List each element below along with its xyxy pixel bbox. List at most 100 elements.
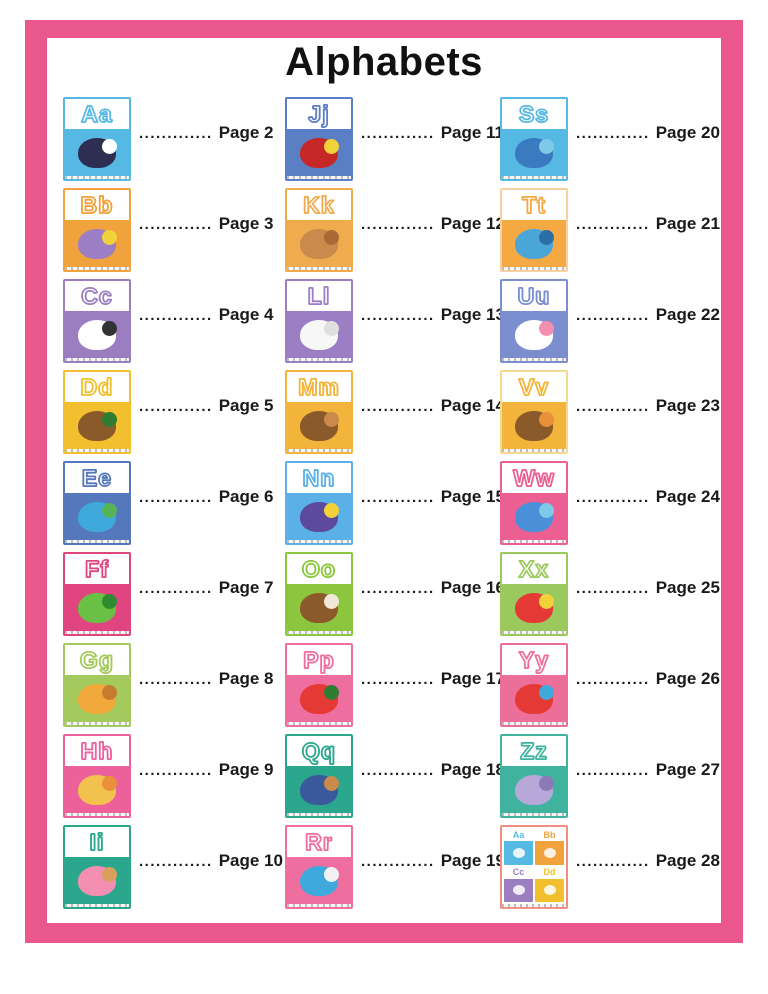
toc-entry: Mm............. Page 14	[285, 370, 505, 454]
page-number-label: Page 6	[218, 487, 274, 506]
dotted-leader: .............	[576, 125, 650, 142]
monkey-icon	[287, 402, 351, 449]
train-icon	[502, 220, 566, 267]
beach-ball-icon	[65, 220, 129, 267]
card-watermark-strip	[287, 904, 351, 907]
card-letters-label: Oo	[287, 554, 351, 584]
card-letters-label: Ss	[502, 99, 566, 129]
card-watermark-strip	[65, 904, 129, 907]
card-letters-label: Bb	[65, 190, 129, 220]
leader-line: ............. Page 19	[361, 851, 505, 871]
card-letters-label: Xx	[502, 554, 566, 584]
flashcard-Ff: Ff	[63, 552, 131, 636]
dotted-leader: .............	[139, 125, 213, 142]
toc-entry: Vv ............. Page 23	[500, 370, 720, 454]
card-watermark-strip	[287, 813, 351, 816]
leader-line: ............. Page 4	[139, 305, 274, 325]
rocket-accent-shape	[324, 867, 340, 883]
card-watermark-strip	[502, 358, 566, 361]
cover-mini-grid: Aa Bb Cc Dd	[502, 827, 566, 904]
leader-line: ............. Page 12	[361, 214, 505, 234]
toc-entry: Pp............. Page 17	[285, 643, 505, 727]
dotted-leader: .............	[139, 307, 213, 324]
ice-cream-accent-shape	[102, 867, 118, 883]
earth-accent-shape	[102, 503, 118, 519]
train-accent-shape	[539, 230, 555, 246]
toc-entry: Uu ............. Page 22	[500, 279, 720, 363]
card-watermark-strip	[502, 813, 566, 816]
leader-line: ............. Page 27	[576, 760, 720, 780]
flashcard-Aa: Aa	[63, 97, 131, 181]
table-of-contents: Aa............. Page 2 Bb............. Page…	[47, 97, 721, 921]
jam-jar-icon	[287, 129, 351, 176]
flashcard-Oo: Oo	[285, 552, 353, 636]
leader-line: ............. Page 3	[139, 214, 274, 234]
toc-entry: Ee............. Page 6	[63, 461, 275, 545]
page-number-label: Page 13	[440, 305, 505, 324]
zipper-accent-shape	[539, 776, 555, 792]
leader-line: ............. Page 9	[139, 760, 274, 780]
toc-entry: Nn............. Page 15	[285, 461, 505, 545]
whale-icon	[502, 493, 566, 540]
toc-entry: Ff............. Page 7	[63, 552, 275, 636]
astronaut-icon	[65, 129, 129, 176]
card-watermark-strip	[65, 631, 129, 634]
leader-line: ............. Page 22	[576, 305, 720, 325]
dotted-leader: .............	[576, 307, 650, 324]
earth-icon	[65, 493, 129, 540]
flashcard-Rr: Rr	[285, 825, 353, 909]
flashcard-Uu: Uu	[500, 279, 568, 363]
page-number-label: Page 21	[655, 214, 720, 233]
page-number-label: Page 25	[655, 578, 720, 597]
leader-line: ............. Page 8	[139, 669, 274, 689]
toc-entry: Qq............. Page 18	[285, 734, 505, 818]
toc-entry: Aa............. Page 2	[63, 97, 275, 181]
flashcard-Bb: Bb	[63, 188, 131, 272]
flashcard-Gg: Gg	[63, 643, 131, 727]
toc-entry: Bb ............. Page 3	[63, 188, 275, 272]
kangaroo-icon	[287, 220, 351, 267]
leader-line: ............. Page 23	[576, 396, 720, 416]
hat-icon	[65, 766, 129, 813]
lamb-icon	[287, 311, 351, 358]
frog-accent-shape	[102, 594, 118, 610]
toc-entry: Cc............. Page 4	[63, 279, 275, 363]
dotted-leader: .............	[361, 671, 435, 688]
flashcard-Ii: Ii	[63, 825, 131, 909]
mini-card-letters: Cc	[504, 866, 533, 879]
dotted-leader: .............	[139, 671, 213, 688]
page-number-label: Page 17	[440, 669, 505, 688]
queen-accent-shape	[324, 776, 340, 792]
card-watermark-strip	[65, 722, 129, 725]
card-watermark-strip	[502, 176, 566, 179]
card-watermark-strip	[287, 449, 351, 452]
page-number-label: Page 19	[440, 851, 505, 870]
dotted-leader: .............	[576, 580, 650, 597]
page-background: Alphabets Aa............. Page 2 Bb.......…	[47, 38, 721, 923]
card-watermark-strip	[502, 631, 566, 634]
mini-card-art	[504, 841, 533, 865]
flashcard-Jj: Jj	[285, 97, 353, 181]
dotted-leader: .............	[576, 489, 650, 506]
whale-accent-shape	[539, 503, 555, 519]
flashcard-Kk: Kk	[285, 188, 353, 272]
dotted-leader: .............	[139, 489, 213, 506]
card-letters-label: Qq	[287, 736, 351, 766]
leader-line: ............. Page 11	[361, 123, 504, 143]
flashcard-Xx: Xx	[500, 552, 568, 636]
leader-line: ............. Page 25	[576, 578, 720, 598]
mini-card-Cc: Cc	[504, 866, 533, 902]
card-letters-label: Vv	[502, 372, 566, 402]
card-letters-label: Uu	[502, 281, 566, 311]
lamb-accent-shape	[324, 321, 340, 337]
dotted-leader: .............	[361, 762, 435, 779]
card-watermark-strip	[65, 449, 129, 452]
card-letters-label: Ll	[287, 281, 351, 311]
mini-art-blob	[543, 885, 556, 896]
card-letters-label: Rr	[287, 827, 351, 857]
flashcard-Ww: Ww	[500, 461, 568, 545]
page-number-label: Page 15	[440, 487, 505, 506]
page-title: Alphabets	[285, 40, 483, 84]
mini-art-blob	[543, 847, 556, 858]
card-letters-label: Dd	[65, 372, 129, 402]
